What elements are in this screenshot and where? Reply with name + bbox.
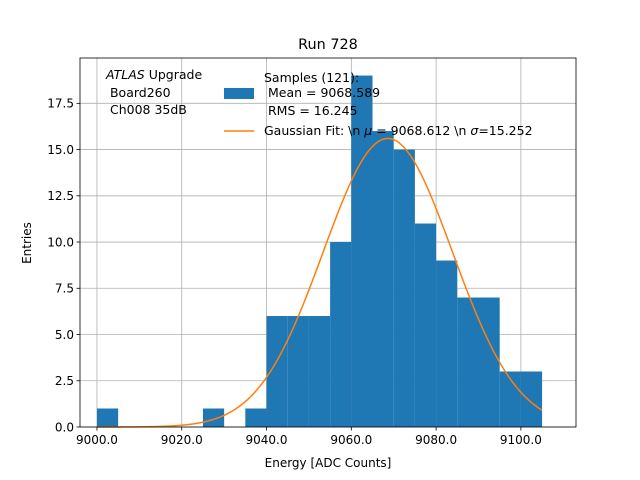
y-tick-label: 12.5	[47, 189, 74, 203]
histogram-bar	[520, 371, 543, 427]
y-tick-label: 15.0	[47, 143, 74, 157]
histogram-bar	[287, 316, 309, 427]
y-axis-ticks: 0.0 2.5 5.0 7.5 10.0 12.5 15.0 17.5	[47, 97, 80, 434]
histogram-bar	[330, 242, 352, 427]
y-tick-label: 5.0	[55, 328, 74, 342]
y-tick-label: 10.0	[47, 235, 74, 249]
legend-fit-mu: μ	[363, 123, 372, 138]
histogram-bar	[351, 75, 373, 428]
histogram-bar	[436, 260, 458, 427]
histogram-bars	[96, 75, 543, 428]
annotation-atlas: ATLAS	[105, 67, 145, 82]
x-tick-label: 9020.0	[161, 433, 203, 447]
x-tick-label: 9000.0	[76, 433, 118, 447]
legend-fit-mid: = 9068.612 \n	[372, 123, 470, 138]
histogram-bar	[202, 408, 225, 427]
legend-samples-rms: RMS = 16.245	[264, 103, 358, 118]
histogram-bar	[393, 149, 415, 427]
legend-samples-mean: Mean = 9068.589	[264, 85, 380, 100]
histogram-bar	[245, 408, 267, 427]
histogram-bar	[266, 316, 288, 427]
annotation-line-3: Ch008 35dB	[106, 102, 187, 117]
atlas-annotation: ATLAS Upgrade Board260 Ch008 35dB	[105, 67, 202, 117]
plot-frame	[79, 57, 577, 428]
legend-fit-pre: Gaussian Fit: \n	[264, 123, 364, 138]
x-tick-label: 9100.0	[500, 433, 542, 447]
y-axis-label: Entries	[20, 222, 34, 264]
legend: Samples (121): Mean = 9068.589 RMS = 16.…	[224, 70, 533, 138]
legend-samples-title: Samples (121):	[264, 70, 359, 85]
grid	[80, 58, 576, 428]
x-axis-ticks: 9000.0 9020.0 9040.0 9060.0 9080.0 9100.0	[76, 427, 542, 447]
histogram-bar	[308, 316, 331, 427]
histogram-bar	[372, 131, 394, 427]
histogram-bar	[96, 408, 119, 427]
y-tick-label: 17.5	[47, 97, 74, 111]
x-tick-label: 9040.0	[246, 433, 288, 447]
histogram-bar	[457, 297, 479, 427]
annotation-line-1: ATLAS Upgrade	[105, 67, 202, 82]
y-tick-label: 0.0	[55, 420, 74, 434]
legend-patch-samples	[224, 88, 254, 99]
x-tick-label: 9060.0	[330, 433, 372, 447]
gaussian-fit-curve	[96, 137, 543, 428]
annotation-line-2: Board260	[106, 85, 171, 100]
chart-title: Run 728	[298, 37, 358, 53]
legend-fit-label: Gaussian Fit: \n μ = 9068.612 \n σ=15.25…	[264, 123, 533, 138]
annotation-upgrade: Upgrade	[145, 67, 203, 82]
x-axis-label: Energy [ADC Counts]	[265, 456, 392, 470]
x-tick-label: 9080.0	[415, 433, 457, 447]
legend-fit-sigma: σ	[470, 123, 479, 138]
histogram-bar	[414, 223, 437, 427]
histogram-bar	[478, 297, 500, 427]
y-tick-label: 2.5	[55, 374, 74, 388]
y-tick-label: 7.5	[55, 282, 74, 296]
legend-fit-post: =15.252	[478, 123, 532, 138]
